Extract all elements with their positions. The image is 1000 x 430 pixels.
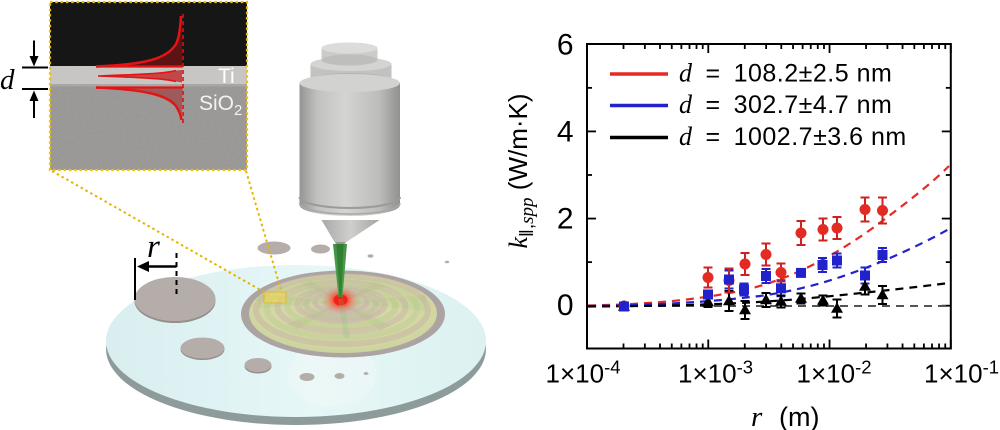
svg-text:Ti: Ti [218,65,235,88]
svg-text:0: 0 [557,289,574,322]
svg-text:2: 2 [557,203,574,236]
svg-text:1×10-1: 1×10-1 [924,357,999,389]
svg-text:d = 108.2±2.5 nm: d = 108.2±2.5 nm [679,59,892,88]
svg-text:4: 4 [557,116,574,149]
svg-text:d: d [0,64,15,96]
svg-text:1×10-3: 1×10-3 [678,357,753,389]
svg-text:1×10-4: 1×10-4 [546,357,621,389]
svg-text:1×10-2: 1×10-2 [797,357,872,389]
svg-text:r(m): r (m) [751,401,819,430]
svg-text:6: 6 [557,29,574,62]
svg-text:d = 1002.7±3.6 nm: d = 1002.7±3.6 nm [679,122,907,151]
svg-text:r: r [147,229,160,265]
svg-text:kǁ,spp (W/m·K): kǁ,spp (W/m·K) [503,93,538,248]
svg-text:d = 302.7±4.7 nm: d = 302.7±4.7 nm [679,90,892,119]
